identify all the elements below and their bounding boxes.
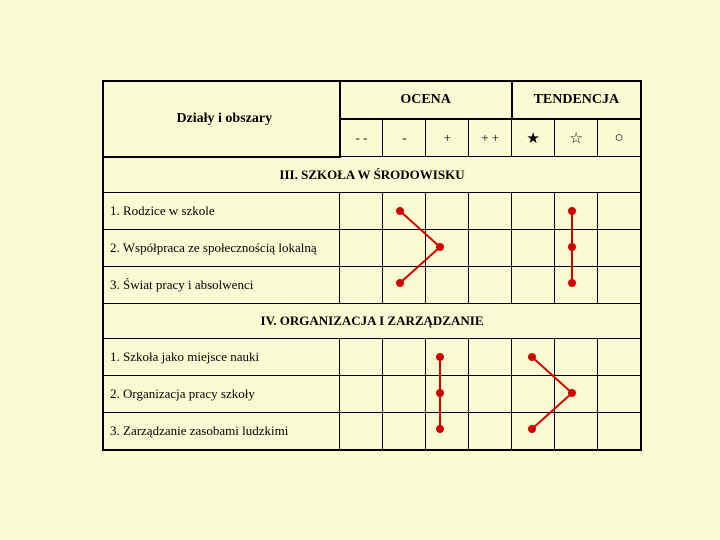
ocena-cell <box>340 229 383 266</box>
tend-cell <box>598 229 641 266</box>
ocena-cell <box>340 338 383 375</box>
ocena-cell <box>383 375 426 412</box>
ocena-col-3: + + <box>469 119 512 157</box>
tend-cell <box>598 412 641 450</box>
section-title: III. SZKOŁA W ŚRODOWISKU <box>103 157 641 193</box>
row-label: 1. Szkoła jako miejsce nauki <box>103 338 340 375</box>
header-label: Działy i obszary <box>103 81 340 157</box>
ocena-cell <box>426 375 469 412</box>
ocena-cell <box>469 266 512 303</box>
tend-cell <box>598 375 641 412</box>
ocena-cell <box>340 375 383 412</box>
tend-cell <box>555 412 598 450</box>
row-label: 3. Zarządzanie zasobami ludzkimi <box>103 412 340 450</box>
tend-cell <box>555 229 598 266</box>
ocena-cell <box>469 192 512 229</box>
ocena-cell <box>383 266 426 303</box>
ocena-cell <box>426 192 469 229</box>
tend-cell <box>598 192 641 229</box>
ocena-cell <box>426 338 469 375</box>
tend-cell <box>555 192 598 229</box>
tend-cell <box>512 338 555 375</box>
ocena-cell <box>469 375 512 412</box>
tend-cell <box>598 338 641 375</box>
ocena-cell <box>340 412 383 450</box>
tend-cell <box>555 266 598 303</box>
evaluation-table: Działy i obszary OCENA TENDENCJA - --++ … <box>102 80 642 451</box>
ocena-cell <box>426 229 469 266</box>
ocena-cell <box>383 192 426 229</box>
evaluation-table-container: Działy i obszary OCENA TENDENCJA - --++ … <box>102 80 642 451</box>
row-label: 2. Organizacja pracy szkoły <box>103 375 340 412</box>
ocena-cell <box>426 412 469 450</box>
tend-col-1: ☆ <box>555 119 598 157</box>
row-label: 1. Rodzice w szkole <box>103 192 340 229</box>
ocena-col-0: - - <box>340 119 383 157</box>
ocena-cell <box>340 192 383 229</box>
ocena-cell <box>383 229 426 266</box>
ocena-cell <box>426 266 469 303</box>
tend-col-2: ○ <box>598 119 641 157</box>
ocena-cell <box>469 412 512 450</box>
header-ocena: OCENA <box>340 81 512 119</box>
tend-col-0: ★ <box>512 119 555 157</box>
tend-cell <box>512 266 555 303</box>
tend-cell <box>512 375 555 412</box>
tend-cell <box>598 266 641 303</box>
ocena-cell <box>469 229 512 266</box>
ocena-cell <box>469 338 512 375</box>
tend-cell <box>512 412 555 450</box>
ocena-cell <box>383 338 426 375</box>
ocena-cell <box>383 412 426 450</box>
tend-cell <box>512 229 555 266</box>
row-label: 3. Świat pracy i absolwenci <box>103 266 340 303</box>
ocena-col-2: + <box>426 119 469 157</box>
ocena-cell <box>340 266 383 303</box>
tend-cell <box>512 192 555 229</box>
row-label: 2. Współpraca ze społecznością lokalną <box>103 229 340 266</box>
section-title: IV. ORGANIZACJA I ZARZĄDZANIE <box>103 303 641 338</box>
ocena-col-1: - <box>383 119 426 157</box>
tend-cell <box>555 375 598 412</box>
tend-cell <box>555 338 598 375</box>
header-tendencja: TENDENCJA <box>512 81 641 119</box>
